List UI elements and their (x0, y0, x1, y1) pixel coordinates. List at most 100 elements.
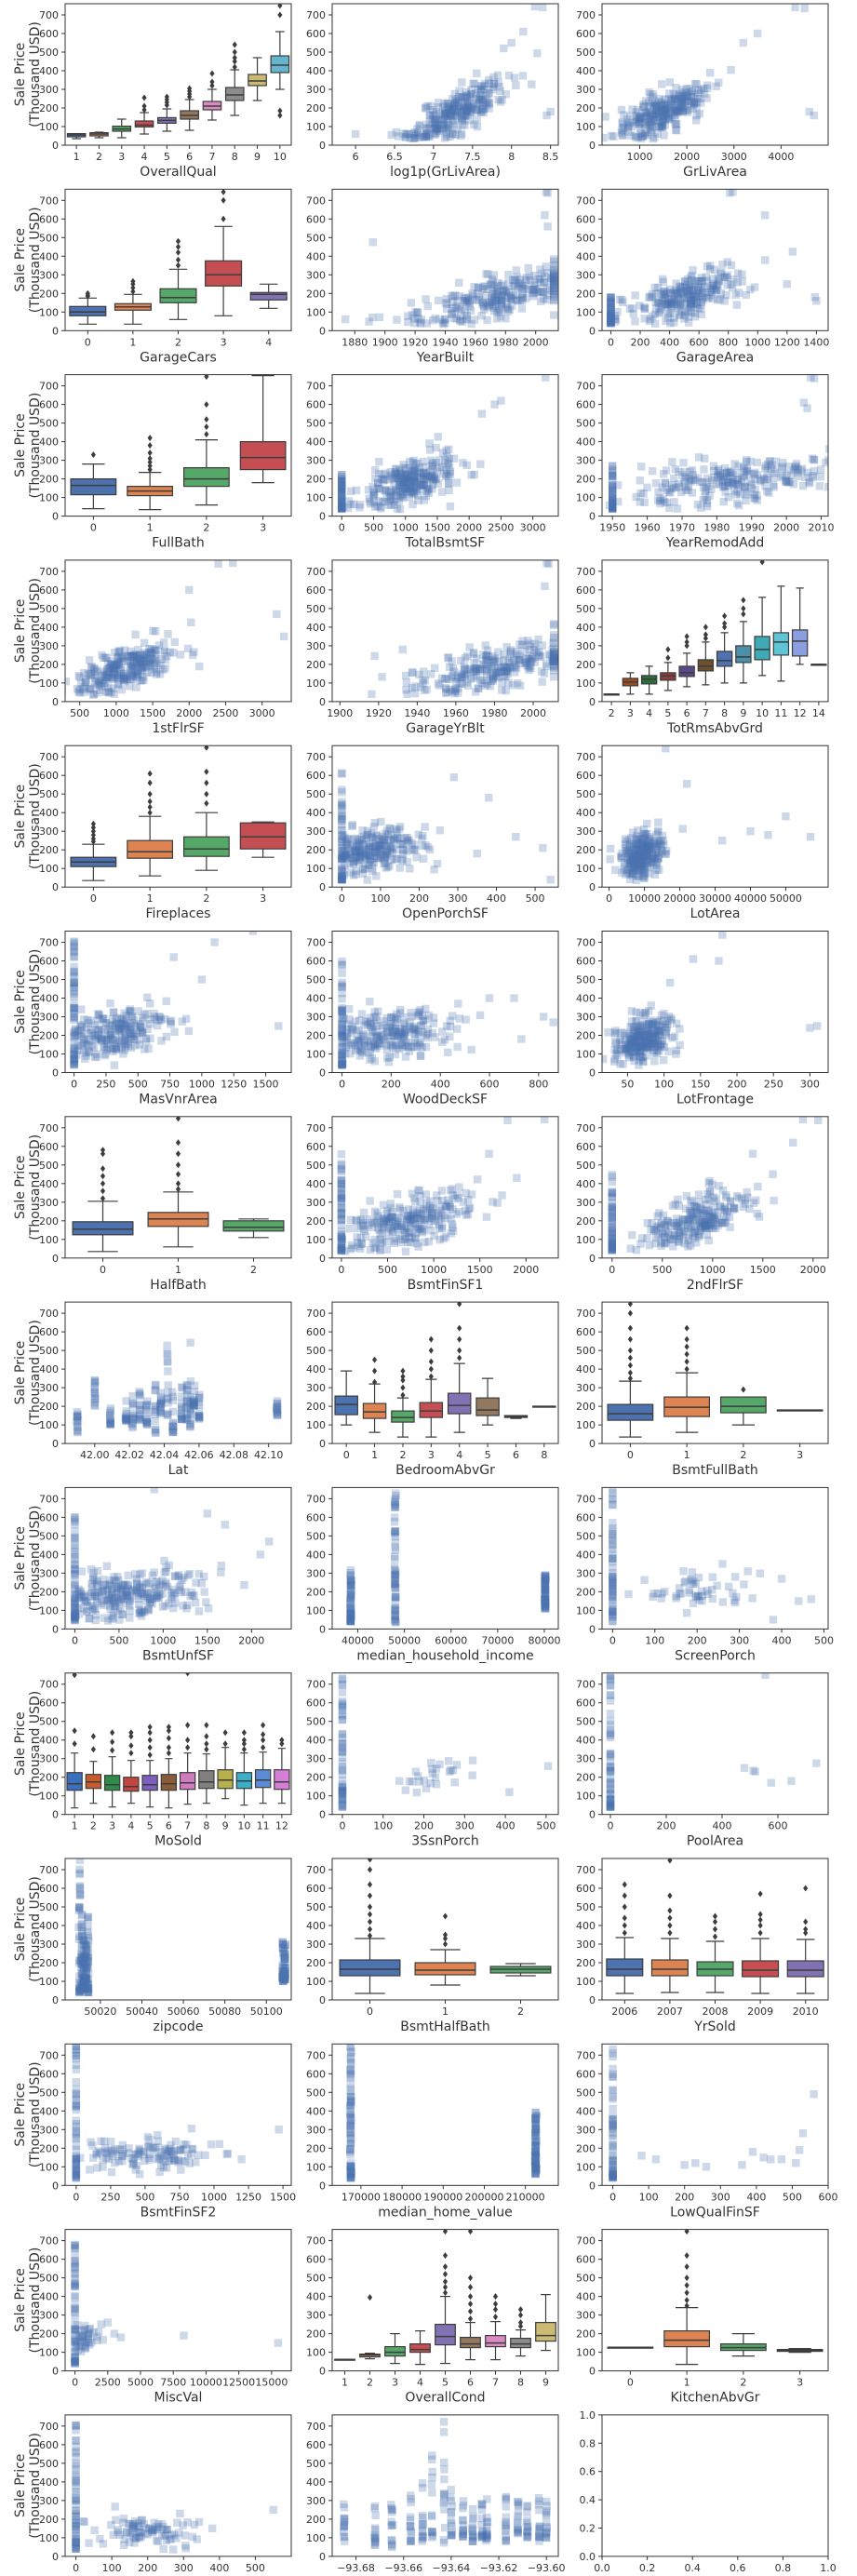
scatter-point (123, 673, 131, 681)
scatter-point (724, 479, 732, 488)
scatter-point (652, 865, 662, 875)
scatter-point (98, 682, 106, 691)
scatter-point (371, 1243, 381, 1252)
scatter-point (380, 859, 388, 867)
scatter-point (370, 1207, 380, 1215)
scatter-point (379, 470, 387, 479)
scatter-point (503, 670, 512, 678)
scatter-point (94, 1026, 103, 1035)
scatter-point (452, 678, 461, 686)
scatter-point (636, 1048, 645, 1056)
scatter-point (500, 287, 508, 295)
x-tick-label: 5 (164, 151, 170, 163)
scatter-point (677, 102, 686, 112)
scatter-point (372, 853, 382, 863)
scatter-point (338, 1056, 346, 1065)
scatter-point (338, 1006, 346, 1014)
scatter-point (87, 671, 96, 679)
scatter-point (70, 1057, 78, 1066)
scatter-point (368, 839, 377, 848)
scatter-point (408, 473, 418, 481)
scatter-point (127, 652, 135, 661)
scatter-point (630, 1039, 639, 1047)
scatter-point (504, 278, 513, 288)
scatter-point (352, 846, 360, 855)
scatter-point (357, 1240, 367, 1248)
scatter-point (427, 471, 436, 479)
scatter-point (494, 648, 502, 656)
scatter-point (418, 834, 426, 843)
scatter-point (87, 684, 95, 693)
scatter-point (489, 302, 497, 310)
scatter-point (644, 114, 653, 123)
scatter-point (410, 840, 419, 850)
scatter-point (351, 1046, 360, 1055)
x-tick-label: 2000 (773, 522, 799, 534)
scatter-point (712, 286, 721, 294)
scatter-point (639, 1057, 648, 1066)
scatter-point (636, 851, 644, 859)
scatter-point (629, 843, 637, 852)
scatter-point (467, 471, 475, 479)
scatter-point (416, 1052, 425, 1061)
scatter-point (338, 873, 346, 881)
scatter-point (439, 319, 448, 329)
scatter-point (536, 297, 545, 305)
scatter-point (432, 115, 440, 125)
scatter-point (634, 855, 642, 864)
scatter-point (107, 667, 116, 677)
scatter-point (368, 858, 377, 866)
scatter-point (654, 853, 663, 862)
scatter-point (729, 283, 737, 292)
scatter-point (370, 491, 379, 500)
scatter-point (429, 1203, 437, 1213)
x-tick-label: 8 (232, 151, 238, 163)
scatter-point (379, 1201, 388, 1210)
scatter-point (710, 473, 719, 482)
scatter-point (404, 471, 412, 479)
scatter-point (729, 479, 738, 488)
scatter-point (349, 1025, 357, 1034)
scatter-point (120, 672, 128, 680)
scatter-point (376, 1245, 384, 1254)
scatter-point (609, 491, 617, 500)
scatter-point (701, 492, 710, 502)
flier-point (175, 1171, 181, 1178)
scatter-point (652, 109, 662, 117)
scatter-point (358, 869, 368, 878)
y-tick-label: 700 (306, 1122, 326, 1134)
scatter-point (667, 480, 676, 490)
scatter-point (805, 479, 814, 488)
x-tick-label: 1960 (443, 707, 469, 719)
scatter-point (104, 683, 113, 691)
scatter-point (686, 475, 695, 483)
scatter-point (611, 1039, 620, 1048)
scatter-point (126, 1005, 135, 1013)
scatter-point (507, 294, 516, 302)
scatter-point (346, 1245, 355, 1254)
scatter-point (435, 1209, 443, 1217)
scatter-point (373, 849, 382, 858)
scatter-point (531, 285, 541, 294)
scatter-point (70, 984, 78, 993)
scatter-point (338, 1022, 346, 1030)
scatter-point (399, 463, 408, 472)
scatter-point (640, 302, 649, 312)
scatter-point (635, 865, 644, 874)
scatter-point (409, 489, 419, 497)
y-tick-label: 100 (576, 678, 596, 690)
scatter-point (465, 1203, 475, 1213)
y-tick-label: 0 (319, 325, 326, 337)
scatter-point (419, 457, 427, 466)
scatter-point (444, 99, 452, 108)
flier-point (232, 41, 237, 48)
scatter-point (489, 303, 498, 313)
scatter-point (121, 1015, 129, 1025)
scatter-point (105, 1022, 114, 1030)
scatter-point (358, 1049, 367, 1057)
scatter-point (606, 844, 615, 853)
scatter-point (696, 304, 704, 314)
scatter-point (439, 469, 449, 478)
scatter-point (109, 664, 118, 672)
axes-frame (601, 374, 829, 517)
